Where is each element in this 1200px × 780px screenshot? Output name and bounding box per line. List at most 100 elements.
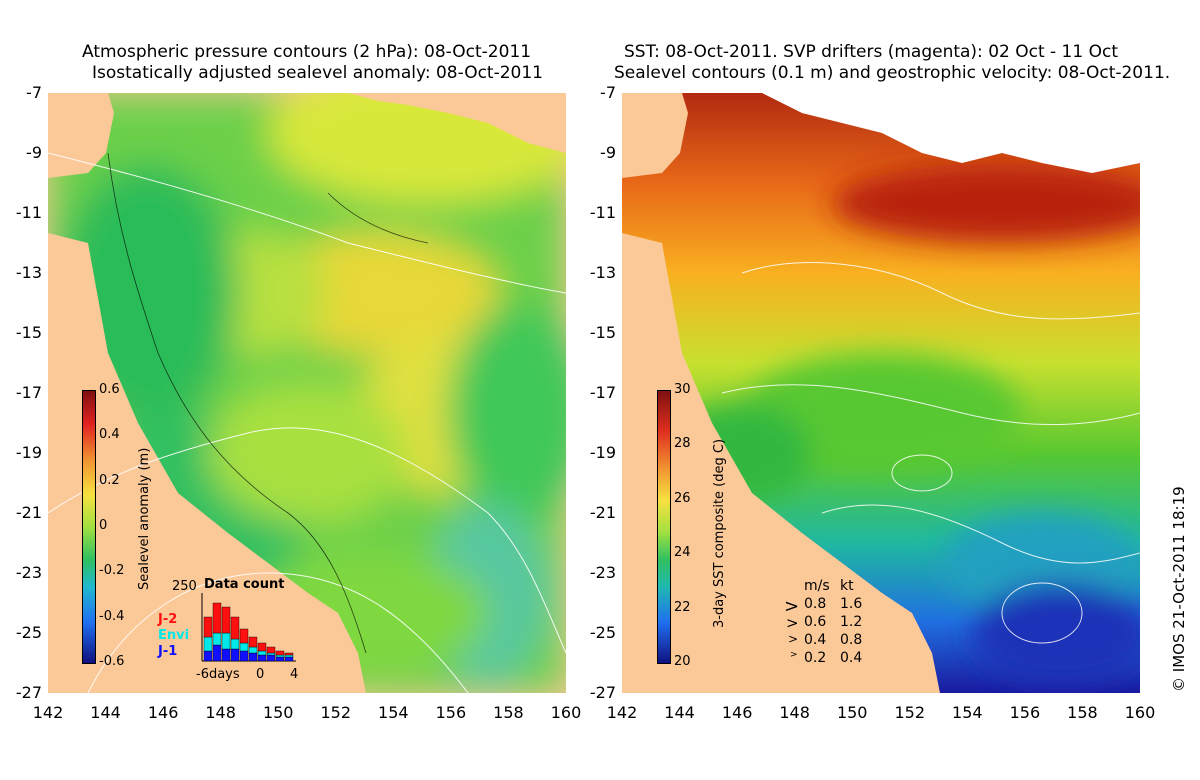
- histogram-bar: [248, 652, 258, 662]
- left-x-tick-label: 160: [550, 703, 582, 722]
- sealevel-colorbar: [82, 390, 96, 664]
- histogram-bar: [221, 648, 231, 662]
- velocity-legend-header-kt: kt: [840, 578, 854, 594]
- data-count-inset: 250 Data count -6days 0 4: [172, 575, 300, 682]
- histogram-bar: [239, 642, 249, 652]
- data-count-x-label-start: -6days: [196, 667, 240, 682]
- histogram-bar: [212, 644, 222, 662]
- right-x-tick-label: 144: [664, 703, 695, 722]
- velocity-legend-ms: 0.4: [804, 632, 827, 648]
- right-x-tick-label: 146: [721, 703, 753, 722]
- right-x-tick-label: 154: [952, 703, 983, 722]
- right-y-tick-label: -19: [589, 443, 616, 462]
- histogram-bar: [203, 636, 213, 652]
- histogram-bar: [284, 656, 294, 662]
- histogram-bar: [257, 650, 267, 656]
- velocity-legend-ms: 0.2: [804, 650, 827, 666]
- sealevel-colorbar-tick: 0: [99, 518, 108, 533]
- left-x-tick-label: 142: [32, 703, 64, 722]
- histogram-bar: [266, 652, 276, 656]
- velocity-legend: m/s kt >0.8 1.6 >0.6 1.2 >0.4 0.8 >0.2 0.4: [780, 578, 870, 668]
- sst-svg: [622, 93, 1140, 693]
- histogram-bar: [230, 616, 240, 640]
- right-x-tick-label: 158: [1067, 703, 1098, 722]
- velocity-legend-header-ms: m/s: [804, 578, 830, 594]
- data-count-max-label: 250: [172, 579, 197, 594]
- histogram-bar: [248, 646, 258, 654]
- sealevel-colorbar-label: Sealevel anomaly (m): [137, 447, 152, 590]
- histogram-bar: [221, 606, 231, 634]
- velocity-legend-kt: 1.6: [840, 596, 863, 612]
- right-y-tick-label: -27: [589, 683, 616, 702]
- left-x-tick-label: 148: [205, 703, 236, 722]
- series-label-j2: J-2: [158, 612, 178, 627]
- histogram-bar: [284, 652, 294, 656]
- sealevel-colorbar-tick: 0.6: [99, 382, 120, 397]
- data-count-histogram: [201, 593, 296, 662]
- right-x-tick-label: 150: [836, 703, 868, 722]
- velocity-arrow-icon: >: [786, 614, 799, 632]
- histogram-bar: [203, 650, 213, 662]
- left-y-tick-label: -9: [26, 143, 42, 162]
- right-y-tick-label: -21: [589, 503, 616, 522]
- histogram-bar: [266, 646, 276, 654]
- series-label-j1: J-1: [158, 644, 178, 659]
- histogram-bar: [275, 654, 285, 658]
- sealevel-colorbar-tick: -0.4: [99, 608, 125, 624]
- histogram-bar: [284, 654, 294, 658]
- velocity-legend-ms: 0.8: [804, 596, 827, 612]
- left-y-tick-label: -27: [15, 683, 42, 702]
- left-y-tick-label: -13: [15, 263, 42, 282]
- sealevel-colorbar-tick: 0.4: [99, 427, 120, 443]
- velocity-arrow-icon: >: [790, 650, 798, 660]
- left-y-tick-label: -25: [15, 623, 42, 642]
- right-x-tick-label: 142: [606, 703, 638, 722]
- left-x-tick-label: 150: [262, 703, 294, 722]
- right-x-tick-label: 156: [1009, 703, 1041, 722]
- sst-colorbar-tick: 28: [674, 436, 691, 452]
- histogram-bar: [212, 602, 222, 634]
- sst-colorbar-tick: 24: [674, 545, 691, 561]
- left-y-tick-label: -15: [15, 323, 42, 342]
- histogram-bar: [230, 648, 240, 662]
- sealevel-anomaly-map: [48, 93, 566, 693]
- sst-colorbar: [657, 390, 671, 664]
- sst-colorbar-tick: 30: [674, 382, 691, 397]
- left-x-tick-label: 144: [90, 703, 121, 722]
- histogram-bar: [239, 650, 249, 662]
- right-x-tick-label: 148: [779, 703, 810, 722]
- velocity-legend-kt: 1.2: [840, 614, 863, 630]
- sealevel-anomaly-svg: [48, 93, 566, 693]
- histogram-bar: [203, 616, 213, 638]
- right-x-tick-label: 160: [1124, 703, 1156, 722]
- velocity-legend-ms: 0.6: [804, 614, 827, 630]
- velocity-legend-kt: 0.8: [840, 632, 863, 648]
- data-count-x-label-zero: 0: [256, 667, 265, 682]
- right-x-tick-label: 152: [894, 703, 926, 722]
- sealevel-colorbar-tick: -0.2: [99, 563, 125, 579]
- left-x-tick-label: 158: [493, 703, 524, 722]
- sst-map: [622, 93, 1140, 693]
- left-x-tick-label: 156: [435, 703, 467, 722]
- left-title-line2: Isostatically adjusted sealevel anomaly:…: [92, 63, 543, 83]
- velocity-arrow-icon: >: [788, 632, 799, 646]
- histogram-bar: [275, 650, 285, 656]
- left-y-tick-label: -19: [15, 443, 42, 462]
- right-y-tick-label: -9: [600, 143, 616, 162]
- left-x-tick-label: 152: [320, 703, 352, 722]
- right-y-tick-label: -17: [589, 383, 616, 402]
- histogram-bar: [257, 654, 267, 662]
- data-count-title: Data count: [204, 577, 285, 592]
- left-y-tick-label: -7: [26, 83, 42, 102]
- velocity-arrow-icon: >: [784, 596, 800, 617]
- histogram-bar: [230, 638, 240, 650]
- left-y-tick-label: -11: [15, 203, 42, 222]
- data-count-x-label-end: 4: [290, 667, 299, 682]
- left-x-tick-label: 146: [147, 703, 179, 722]
- sst-colorbar-label: 3-day SST composite (deg C): [712, 438, 727, 628]
- left-y-tick-label: -23: [15, 563, 42, 582]
- right-y-tick-label: -13: [589, 263, 616, 282]
- sst-colorbar-tick: 22: [674, 599, 691, 615]
- right-y-tick-label: -11: [589, 203, 616, 222]
- right-y-tick-label: -23: [589, 563, 616, 582]
